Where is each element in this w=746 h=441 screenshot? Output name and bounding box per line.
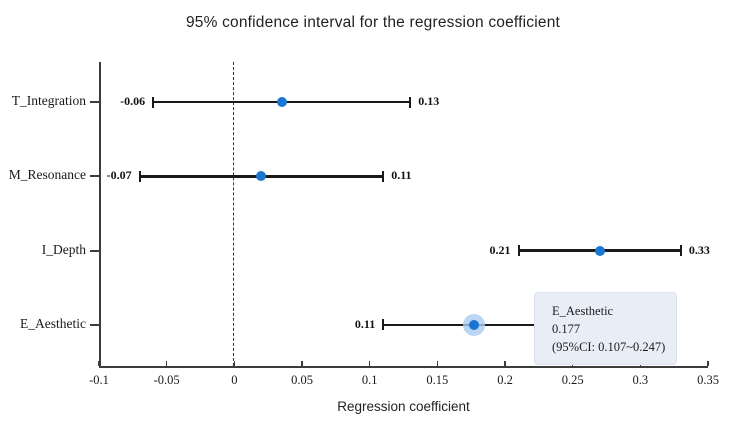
ci-high-label: 0.13 (418, 94, 440, 108)
ci-cap-low (138, 170, 141, 182)
y-tick (90, 249, 99, 252)
x-tick (436, 361, 439, 366)
data-point[interactable] (468, 319, 479, 330)
x-tick (233, 361, 236, 366)
x-tick-label: 0.3 (632, 373, 649, 387)
tooltip-ci: (95%CI: 0.107~0.247) (552, 340, 666, 355)
ci-low-label: 0.11 (354, 316, 376, 331)
ci-cap-high (679, 245, 682, 257)
y-tick (90, 101, 99, 103)
x-axis-line (99, 366, 708, 368)
ci-cap-low (152, 96, 155, 108)
y-tick (90, 323, 99, 326)
ci-low-label: 0.21 (489, 242, 511, 257)
ci-low-label: -0.06 (120, 94, 146, 108)
x-tick-label: -0.1 (89, 373, 109, 387)
x-tick-label: 0.35 (697, 373, 719, 387)
x-tick (504, 361, 506, 366)
x-tick-label: -0.05 (153, 373, 180, 387)
tooltip: E_Aesthetic 0.177 (95%CI: 0.107~0.247) (534, 292, 677, 365)
ci-high-label: 0.11 (391, 168, 412, 183)
y-tick (90, 175, 99, 178)
ci-cap-low (517, 245, 520, 257)
ci-high-label: 0.33 (688, 242, 710, 257)
x-axis-title: Regression coefficient (337, 399, 470, 414)
ci-low-label: -0.07 (106, 168, 132, 183)
ci-cap-high (409, 96, 412, 108)
ci-cap-low (382, 319, 385, 331)
data-point[interactable] (594, 245, 605, 256)
x-tick (707, 361, 709, 366)
data-point[interactable] (276, 97, 287, 107)
x-tick-label: 0.25 (561, 373, 584, 387)
y-tick-label: I_Depth (41, 241, 86, 257)
tooltip-value: 0.177 (552, 322, 581, 337)
x-tick (301, 361, 303, 366)
y-tick-label: M_Resonance (8, 167, 86, 183)
chart-title: 95% confidence interval for the regressi… (185, 14, 561, 31)
y-tick-label: E_Aesthetic (20, 315, 86, 331)
x-tick (98, 361, 100, 366)
y-tick-label: T_Integration (11, 93, 86, 108)
x-tick-label: 0.15 (426, 373, 449, 387)
plot-area: E_Aesthetic 0.177 (95%CI: 0.107~0.247) -… (9, 62, 719, 387)
zero-reference-line (233, 62, 235, 366)
ci-cap-high (382, 170, 385, 182)
x-tick-label: 0 (231, 373, 238, 387)
x-tick-label: 0.2 (497, 373, 513, 387)
x-tick-label: 0.1 (361, 373, 378, 387)
x-tick-label: 0.05 (291, 373, 313, 387)
x-tick (165, 361, 168, 366)
y-axis-line (99, 62, 101, 368)
tooltip-series-label: E_Aesthetic (552, 304, 614, 318)
data-point[interactable] (256, 171, 267, 182)
x-tick (368, 361, 371, 366)
